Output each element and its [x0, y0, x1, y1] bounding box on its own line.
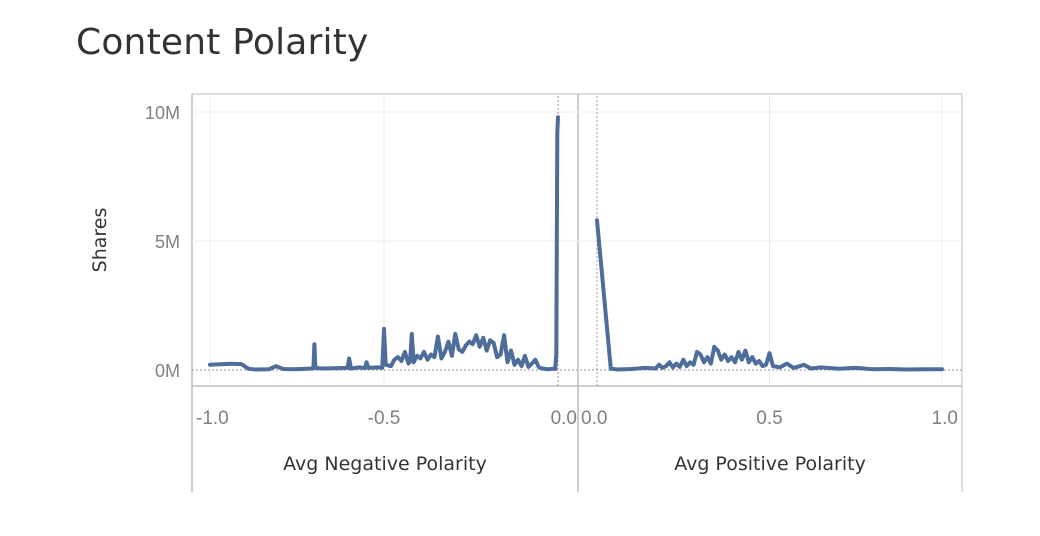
chart-title: Content Polarity: [76, 22, 369, 63]
x-axis-labels: Avg Negative Polarity Avg Positive Polari…: [283, 453, 866, 475]
x-tick-label: 0.0: [581, 408, 607, 429]
y-tick-label: 0M: [155, 361, 180, 381]
y-axis-label: Shares: [89, 208, 111, 273]
series-lines: [208, 115, 944, 372]
gridlines: [192, 96, 962, 386]
series-line-positive: [595, 218, 944, 372]
y-tick-label: 10M: [145, 103, 180, 123]
y-axis: 10M 5M 0M: [145, 103, 180, 381]
x-tick-label: 0.5: [756, 408, 782, 429]
series-line-negative: [208, 115, 560, 372]
chart-frame: [191, 93, 963, 492]
x-tick-label: -1.0: [196, 408, 229, 429]
x-tick-label: 1.0: [932, 408, 958, 429]
x-axis-label-negative: Avg Negative Polarity: [283, 453, 487, 475]
y-tick-label: 5M: [155, 232, 180, 252]
x-tick-label: 0.0: [551, 408, 577, 429]
x-tick-label: -0.5: [368, 408, 401, 429]
x-axis: -1.0 -0.5 0.0 0.0 0.5 1.0: [196, 408, 958, 429]
x-axis-label-positive: Avg Positive Polarity: [674, 453, 866, 475]
